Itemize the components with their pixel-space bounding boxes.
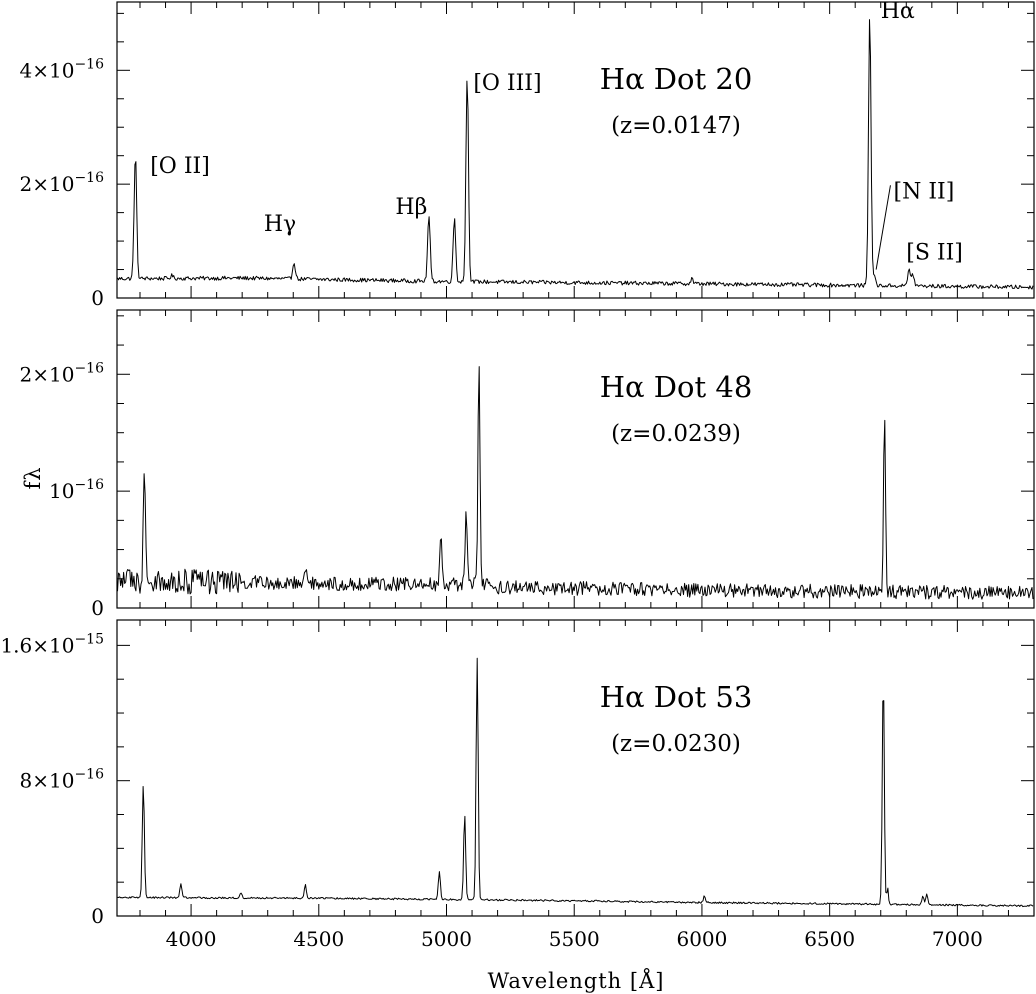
y-tick-label: 8×10−16 bbox=[20, 767, 105, 793]
emission-line-label: Hα bbox=[881, 0, 915, 24]
y-tick-label: 1.6×10−15 bbox=[0, 631, 104, 657]
spectrum-panel-2: 0 10−16 2×10−16 Hα Dot 48 (z=0.0239) bbox=[20, 309, 1035, 620]
y-tick-label: 0 bbox=[91, 596, 104, 620]
y-tick-label: 2×10−16 bbox=[20, 360, 105, 386]
emission-line-label: [S II] bbox=[906, 240, 963, 265]
y-axis-label: fλ bbox=[21, 466, 45, 489]
panel-title: Hα Dot 53 bbox=[600, 680, 753, 714]
emission-line-label: Hγ bbox=[264, 212, 296, 237]
spectrum-panel-3: 0 8×10−16 1.6×10−15 Hα Dot 53 (z=0.0230) bbox=[0, 619, 1035, 928]
spectrum-line bbox=[117, 657, 1034, 908]
y-tick-label: 10−16 bbox=[49, 477, 104, 503]
emission-line-label: [O II] bbox=[150, 154, 210, 179]
y-tick-label: 0 bbox=[91, 904, 104, 928]
x-tick-label: 4000 bbox=[166, 927, 217, 951]
panel-redshift: (z=0.0147) bbox=[611, 113, 741, 139]
x-tick-label: 4500 bbox=[293, 927, 344, 951]
x-tick-label: 6500 bbox=[804, 927, 855, 951]
panel-title: Hα Dot 48 bbox=[600, 370, 753, 404]
y-axis-label-text: fλ bbox=[21, 466, 45, 489]
panel-frame bbox=[116, 1, 1035, 299]
emission-line-label: Hβ bbox=[395, 195, 427, 220]
emission-line-label: [N II] bbox=[894, 179, 955, 204]
panel-title: Hα Dot 20 bbox=[600, 62, 753, 96]
y-tick-label: 2×10−16 bbox=[20, 170, 105, 196]
x-axis-label: Wavelength [Å] bbox=[488, 968, 665, 993]
spectrum-panel-1: 0 2×10−16 4×10−16 Hα Dot 20 (z=0.0147) [O II]… bbox=[20, 0, 1035, 310]
y-tick-label: 0 bbox=[91, 286, 104, 310]
panel-redshift: (z=0.0230) bbox=[611, 731, 741, 757]
panels-group: 0 2×10−16 4×10−16 Hα Dot 20 (z=0.0147) [O II]… bbox=[0, 0, 1035, 928]
emission-line-label: [O III] bbox=[473, 71, 541, 96]
spectrum-line bbox=[117, 19, 1034, 290]
y-tick-label: 4×10−16 bbox=[20, 56, 105, 82]
panel-frame bbox=[116, 309, 1035, 609]
x-tick-label: 5000 bbox=[421, 927, 472, 951]
spectrum-line bbox=[117, 366, 1034, 600]
x-tick-label: 5500 bbox=[549, 927, 600, 951]
x-tick-label: 7000 bbox=[932, 927, 983, 951]
nii-leader-line bbox=[875, 185, 891, 270]
x-tick-label: 6000 bbox=[676, 927, 727, 951]
panel-frame bbox=[116, 619, 1035, 917]
x-tick-labels: 4000 4500 5000 5500 6000 6500 7000 bbox=[166, 927, 983, 951]
panel-redshift: (z=0.0239) bbox=[611, 421, 741, 447]
